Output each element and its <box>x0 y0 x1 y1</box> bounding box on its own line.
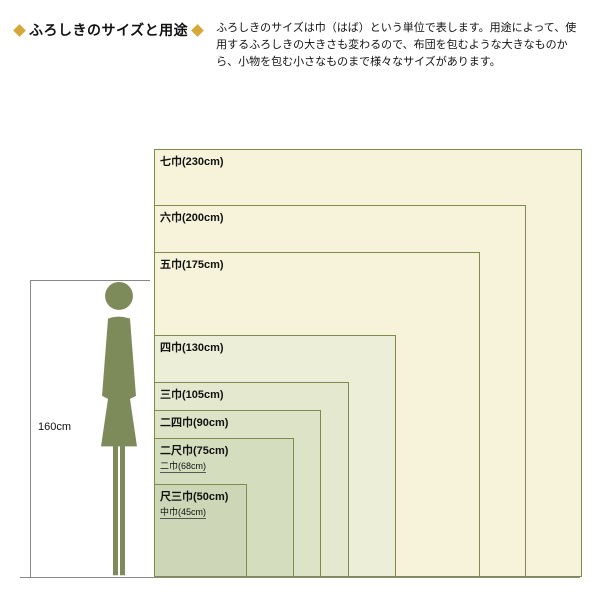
size-square: 尺三巾(50cm)中巾(45cm) <box>154 484 247 577</box>
diamond-icon <box>191 24 204 37</box>
size-label: 尺三巾(50cm)中巾(45cm) <box>160 488 228 519</box>
size-label: 四巾(130cm) <box>160 339 224 355</box>
page-title: ふろしきのサイズと用途 <box>29 20 188 40</box>
size-label: 二四巾(90cm) <box>160 414 228 430</box>
height-bracket-vertical <box>30 280 31 578</box>
size-label: 七巾(230cm) <box>160 153 224 169</box>
baseline <box>20 577 580 578</box>
description: ふろしきのサイズは巾（はば）という単位で表します。用途によって、使用するふろしき… <box>216 20 585 71</box>
person-silhouette-icon <box>88 280 150 578</box>
size-label: 二尺巾(75cm)二巾(68cm) <box>160 442 228 473</box>
diamond-icon <box>13 24 26 37</box>
header: ふろしきのサイズと用途 ふろしきのサイズは巾（はば）という単位で表します。用途に… <box>0 0 600 77</box>
header-row: ふろしきのサイズと用途 ふろしきのサイズは巾（はば）という単位で表します。用途に… <box>15 20 585 71</box>
size-chart: 七巾(230cm) 六巾(200cm) 五巾(175cm) 四巾(130cm) 三巾(1… <box>0 77 600 597</box>
size-label: 五巾(175cm) <box>160 256 224 272</box>
height-label: 160cm <box>38 421 71 433</box>
title-wrap: ふろしきのサイズと用途 <box>15 20 202 40</box>
size-label: 六巾(200cm) <box>160 209 224 225</box>
size-label: 三巾(105cm) <box>160 386 224 402</box>
